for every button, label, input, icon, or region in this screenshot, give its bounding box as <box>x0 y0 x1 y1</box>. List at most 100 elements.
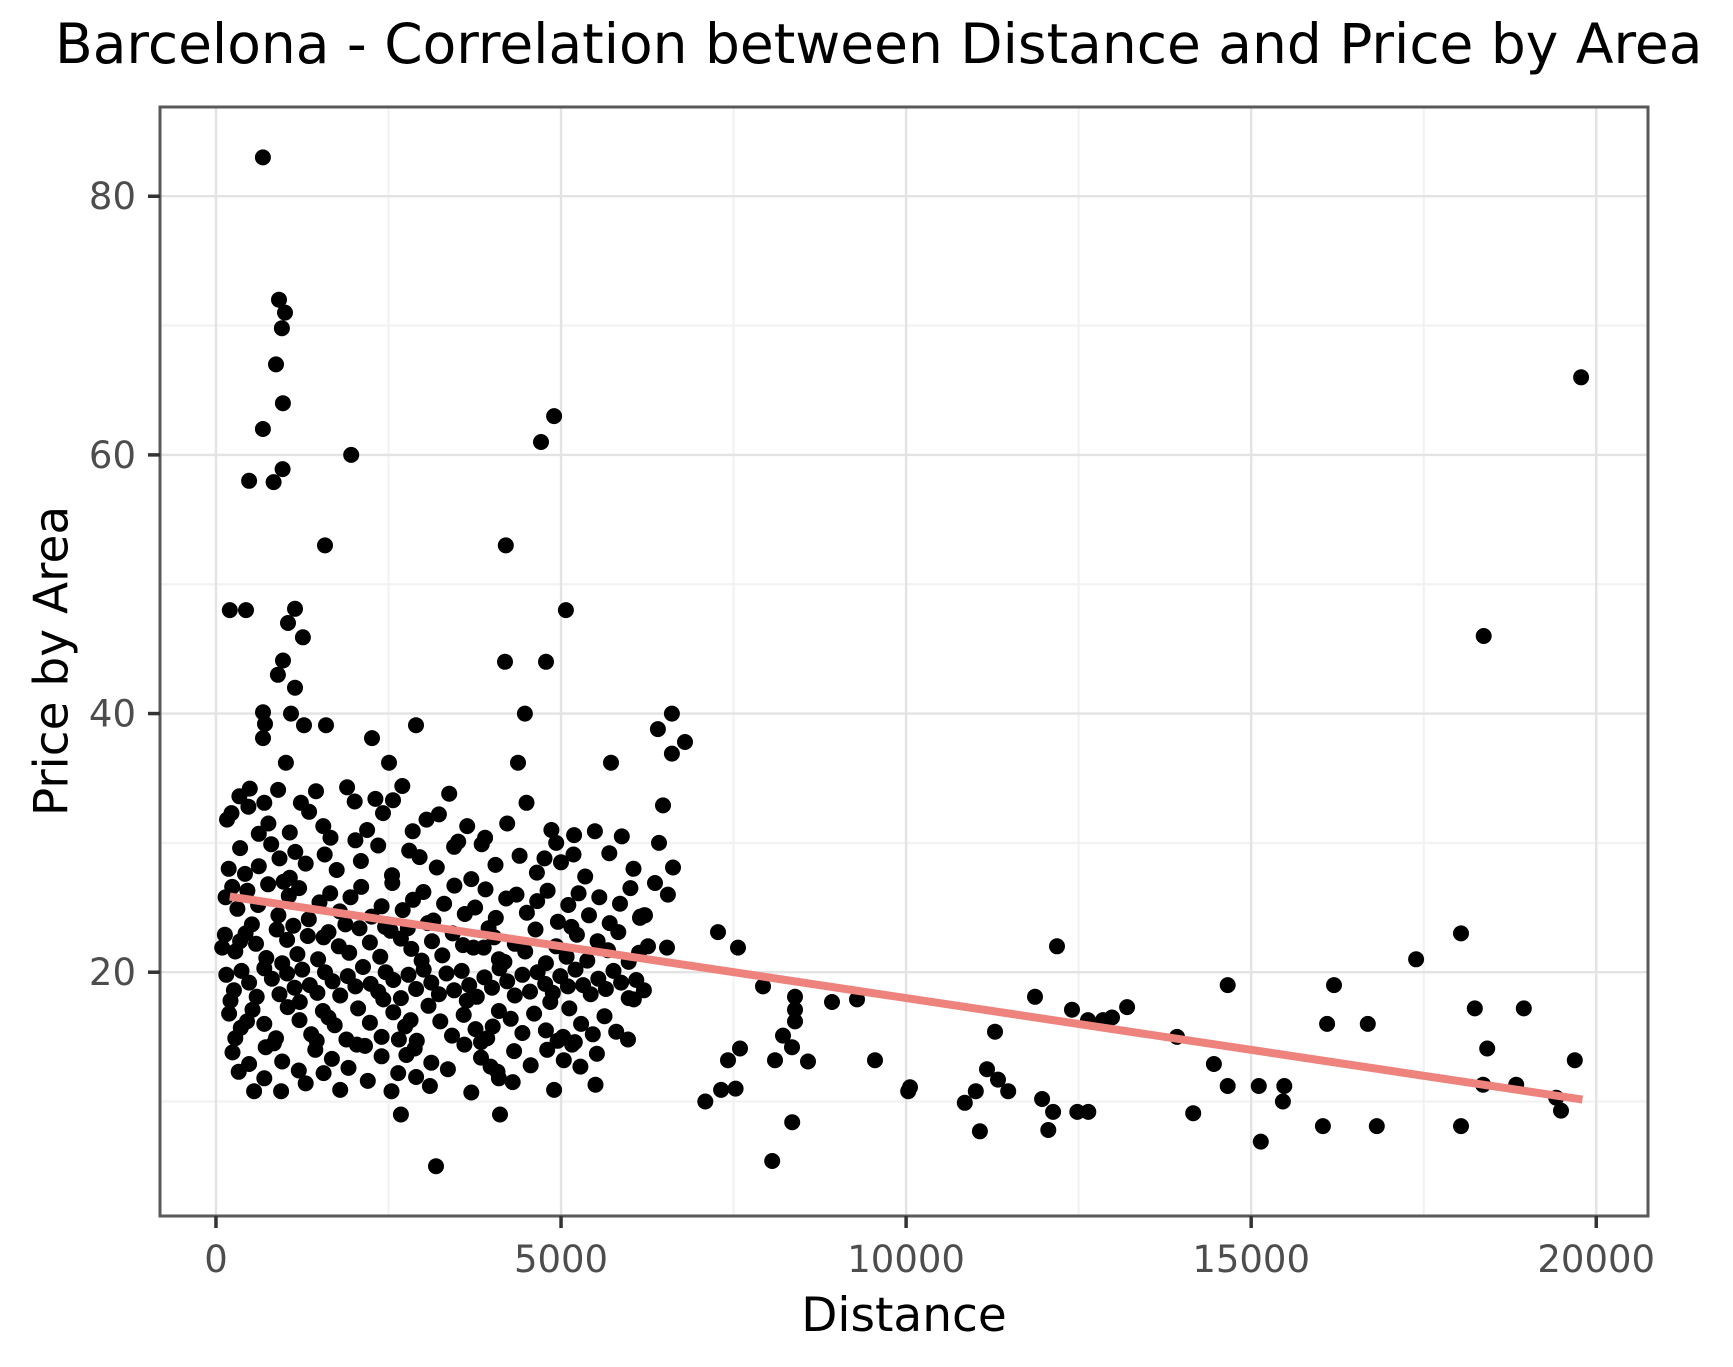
data-point <box>596 1008 613 1025</box>
data-point <box>307 1041 324 1058</box>
data-point <box>444 1027 460 1044</box>
data-point <box>280 615 296 631</box>
data-point <box>274 461 291 478</box>
data-point <box>720 1052 736 1069</box>
data-point <box>549 913 566 930</box>
data-point <box>659 886 676 903</box>
data-point <box>232 933 249 950</box>
data-point <box>665 859 681 876</box>
data-point <box>651 834 667 851</box>
data-point <box>224 878 241 895</box>
data-point <box>364 730 380 747</box>
data-point <box>238 602 254 619</box>
data-point <box>353 878 370 895</box>
data-point <box>318 717 334 734</box>
data-point <box>385 972 402 988</box>
data-point <box>1408 951 1425 968</box>
data-point <box>461 977 478 994</box>
data-point <box>608 1023 625 1040</box>
data-point <box>1368 1118 1385 1135</box>
data-point <box>408 717 424 734</box>
data-point <box>428 1158 444 1175</box>
data-point <box>232 840 249 857</box>
data-point <box>539 1041 556 1058</box>
data-point <box>659 939 675 956</box>
data-point <box>337 916 354 933</box>
data-point <box>404 823 421 840</box>
data-point <box>291 880 308 897</box>
data-point <box>1064 1001 1080 1018</box>
data-point <box>299 928 316 944</box>
data-point <box>589 933 606 950</box>
data-point <box>1359 1015 1376 1032</box>
data-point <box>1453 1118 1469 1135</box>
data-point <box>271 850 288 867</box>
data-point <box>459 818 476 835</box>
data-point <box>227 1030 244 1047</box>
data-point <box>287 843 304 860</box>
data-point <box>270 907 287 924</box>
y-tick-label: 40 <box>89 693 136 736</box>
data-point <box>423 1054 440 1071</box>
data-point <box>408 981 425 997</box>
data-point <box>221 1005 238 1022</box>
data-point <box>390 1065 407 1082</box>
data-point <box>446 838 463 855</box>
data-point <box>787 1001 803 1018</box>
data-point <box>557 602 574 619</box>
data-point <box>784 1039 800 1056</box>
data-point <box>514 966 531 983</box>
data-point <box>591 889 608 906</box>
data-point <box>367 790 384 807</box>
data-point <box>398 1047 415 1063</box>
data-point <box>250 858 267 875</box>
data-point <box>514 1025 531 1041</box>
data-point <box>1453 925 1469 942</box>
data-point <box>315 818 332 835</box>
data-point <box>287 679 303 696</box>
data-point <box>351 920 368 937</box>
data-point <box>487 856 504 873</box>
data-point <box>587 1076 604 1093</box>
data-point <box>967 1083 984 1100</box>
data-point <box>537 1022 554 1039</box>
data-point <box>732 1040 748 1057</box>
data-point <box>423 974 440 991</box>
data-point <box>526 1005 543 1022</box>
data-point <box>491 960 508 977</box>
x-tick-label: 0 <box>204 1238 228 1281</box>
data-point <box>697 1093 714 1110</box>
data-point <box>381 754 397 771</box>
data-point <box>223 805 240 822</box>
data-point <box>430 806 447 823</box>
data-point <box>473 1034 489 1051</box>
data-point <box>424 933 440 950</box>
data-point <box>263 970 280 987</box>
data-point <box>517 943 534 960</box>
data-point <box>347 978 364 995</box>
data-point <box>248 935 264 952</box>
data-point <box>1104 1009 1120 1026</box>
data-point <box>271 291 287 308</box>
data-point <box>560 897 577 913</box>
data-point <box>229 900 246 917</box>
data-point <box>375 805 391 822</box>
data-point <box>467 899 484 916</box>
data-point <box>971 1123 988 1140</box>
data-point <box>622 880 639 897</box>
data-point <box>239 1013 255 1030</box>
data-point <box>824 994 840 1010</box>
data-point <box>522 983 538 1000</box>
data-point <box>439 1061 456 1078</box>
data-point <box>625 860 642 877</box>
data-point <box>787 988 803 1005</box>
data-point <box>342 889 359 906</box>
data-point <box>579 952 596 969</box>
data-point <box>508 886 525 903</box>
data-point <box>323 1050 340 1067</box>
data-point <box>315 1065 332 1082</box>
data-point <box>300 911 317 928</box>
data-point <box>567 961 584 978</box>
data-point <box>415 884 432 900</box>
data-point <box>320 1009 337 1026</box>
